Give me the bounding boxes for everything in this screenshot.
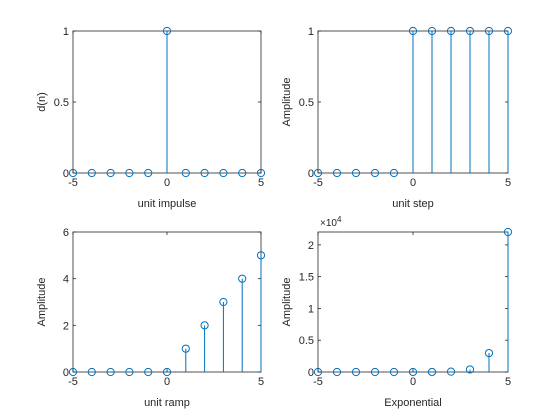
- x-tick-label: 0: [164, 376, 170, 388]
- x-axis-label: unit impulse: [138, 198, 197, 210]
- stem-marker: [389, 168, 399, 178]
- axes-box: [317, 231, 509, 373]
- stem-marker: [351, 168, 361, 178]
- y-tick-label: 0: [63, 367, 69, 379]
- y-tick-label: 1: [308, 303, 314, 315]
- y-axis-label: Amplitude: [281, 278, 293, 327]
- stem-marker: [162, 367, 172, 377]
- x-tick-label: 0: [164, 177, 170, 189]
- x-tick-label: -5: [68, 177, 78, 189]
- x-tick-label: 5: [505, 177, 511, 189]
- stem-marker: [125, 367, 134, 377]
- x-tick-label: 5: [258, 177, 264, 189]
- stem-marker: [219, 297, 228, 307]
- y-axis-label: Amplitude: [281, 78, 293, 127]
- stem-marker: [332, 367, 342, 377]
- x-tick-label: -5: [313, 177, 323, 189]
- x-axis-label: Exponential: [384, 397, 442, 409]
- stem-marker: [125, 168, 134, 178]
- y-tick-label: 0.5: [299, 335, 314, 347]
- stem-marker: [238, 274, 247, 283]
- y-exponent-label: ×104: [320, 215, 342, 229]
- stem-marker: [313, 367, 323, 377]
- stem-marker: [256, 251, 266, 260]
- stem-marker: [106, 367, 115, 377]
- stem-marker: [332, 168, 342, 178]
- y-axis-label: d(n): [36, 92, 48, 112]
- y-tick-label: 0: [308, 168, 314, 180]
- stem-marker: [68, 367, 78, 377]
- x-tick-label: -5: [313, 376, 323, 388]
- stem-marker: [200, 321, 209, 330]
- y-axis-label: Amplitude: [36, 278, 48, 327]
- x-tick-label: 5: [258, 376, 264, 388]
- stem-marker: [446, 26, 456, 36]
- stem-marker: [87, 367, 96, 377]
- stem-marker: [181, 168, 190, 178]
- stem-marker: [484, 348, 494, 358]
- stem-marker: [427, 26, 437, 36]
- stem-marker: [144, 168, 153, 178]
- stem-marker: [408, 26, 418, 36]
- stem-marker: [256, 168, 266, 178]
- x-axis-label: unit ramp: [144, 397, 190, 409]
- stem-marker: [351, 367, 361, 377]
- stem-marker: [181, 344, 190, 353]
- stem-marker: [106, 168, 115, 178]
- stem-marker: [68, 168, 78, 178]
- stem-marker: [370, 168, 380, 178]
- stem-marker: [144, 367, 153, 377]
- y-tick-label: 0.5: [54, 97, 69, 109]
- x-axis-label: unit step: [392, 198, 434, 210]
- y-tick-label: 4: [63, 274, 69, 286]
- y-tick-label: 2: [308, 240, 314, 252]
- stem-marker: [427, 367, 437, 377]
- stem-marker: [370, 367, 380, 377]
- y-tick-label: 2: [63, 320, 69, 332]
- y-tick-label: 1: [63, 26, 69, 38]
- stem-marker: [200, 168, 209, 178]
- x-tick-label: 0: [410, 177, 416, 189]
- y-tick-label: 1.5: [299, 272, 314, 284]
- stem-marker: [408, 367, 418, 377]
- stem-marker: [389, 367, 399, 377]
- stem-marker: [503, 26, 513, 36]
- stem-marker: [465, 26, 475, 36]
- x-tick-label: 0: [410, 376, 416, 388]
- y-tick-label: 1: [308, 26, 314, 38]
- x-tick-label: -5: [68, 376, 78, 388]
- stem-marker: [484, 26, 494, 36]
- y-tick-label: 0.5: [299, 97, 314, 109]
- y-tick-label: 0: [308, 367, 314, 379]
- stem-marker: [503, 227, 513, 237]
- stem-marker: [446, 367, 456, 376]
- stem-marker: [87, 168, 96, 178]
- stem-marker: [238, 168, 247, 178]
- stem-marker: [162, 26, 172, 36]
- y-tick-label: 0: [63, 168, 69, 180]
- axes-box: [72, 231, 262, 373]
- y-tick-label: 6: [63, 227, 69, 239]
- stem-marker: [219, 168, 228, 178]
- x-tick-label: 5: [505, 376, 511, 388]
- stem-marker: [313, 168, 323, 178]
- stem-marker: [465, 365, 475, 374]
